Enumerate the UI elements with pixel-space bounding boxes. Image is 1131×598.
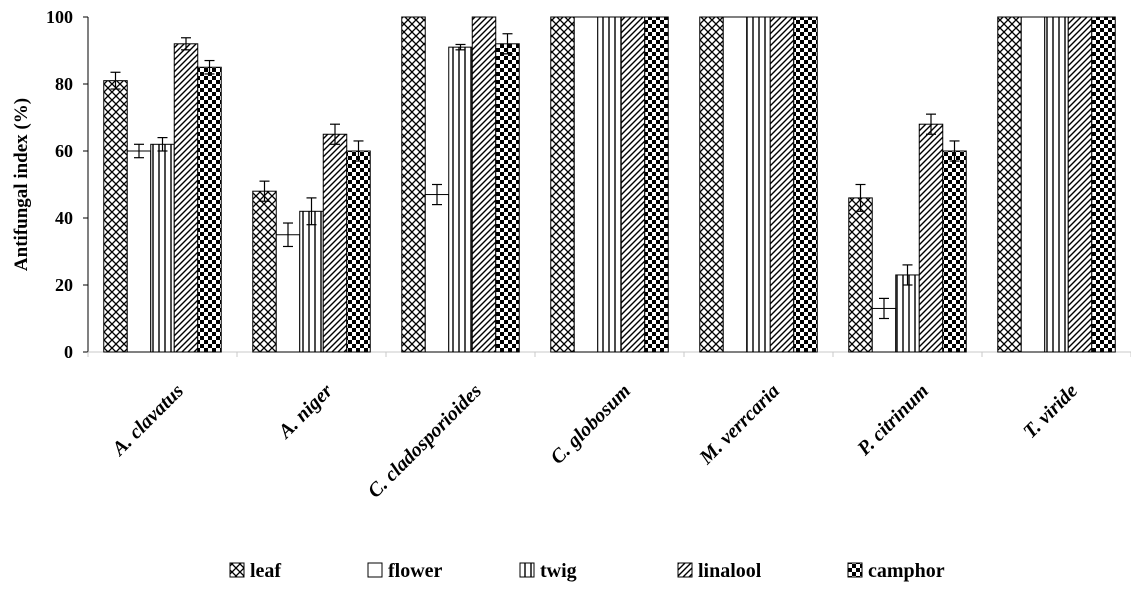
- category-label: A. niger: [273, 380, 337, 444]
- bar-leaf: [997, 16, 1022, 353]
- y-tick-label: 60: [55, 141, 73, 161]
- bar-twig: [1044, 16, 1069, 353]
- category-label: P. citrinum: [853, 380, 933, 460]
- legend-swatch-linalool: [677, 562, 693, 578]
- bar-linalool: [769, 16, 795, 353]
- y-tick-label: 40: [55, 208, 73, 228]
- bar-flower: [573, 16, 599, 353]
- bar-linalool: [471, 16, 497, 353]
- bar-twig: [597, 16, 622, 353]
- category-label: C. cladosporioides: [364, 380, 487, 503]
- bar-twig: [448, 46, 473, 353]
- bar-camphor: [495, 43, 520, 353]
- bar-camphor: [793, 16, 818, 353]
- bar-flower: [424, 194, 450, 353]
- legend-label-camphor: camphor: [868, 560, 945, 582]
- bar-twig: [299, 210, 324, 353]
- y-tick-label: 0: [64, 342, 73, 362]
- bar-leaf: [252, 190, 277, 353]
- bar-twig: [150, 143, 175, 353]
- bar-linalool: [620, 16, 646, 353]
- category-label: T. viride: [1019, 380, 1082, 443]
- bar-leaf: [848, 197, 873, 353]
- bar-linalool: [1067, 16, 1093, 353]
- category-label: A. clavatus: [107, 380, 189, 462]
- bar-leaf: [550, 16, 575, 353]
- y-tick-label: 80: [55, 74, 73, 94]
- bar-twig: [746, 16, 771, 353]
- bar-flower: [1020, 16, 1046, 353]
- bar-flower: [126, 150, 152, 353]
- y-tick-label: 20: [55, 275, 73, 295]
- bar-twig: [895, 274, 920, 353]
- bar-linalool: [918, 123, 944, 353]
- category-label: C. globosum: [546, 380, 635, 469]
- bar-linalool: [322, 133, 348, 353]
- legend-swatch-flower: [367, 562, 383, 578]
- bar-leaf: [699, 16, 724, 353]
- legend-swatch-twig: [519, 562, 535, 578]
- category-label: M. verrcaria: [695, 380, 784, 469]
- legend-label-leaf: leaf: [250, 560, 281, 582]
- bar-camphor: [197, 66, 222, 353]
- legend-label-linalool: linalool: [698, 560, 762, 582]
- legend-swatch-camphor: [847, 562, 863, 578]
- legend-label-twig: twig: [540, 560, 577, 582]
- y-tick-label: 100: [46, 7, 73, 27]
- legend-swatch-leaf: [229, 562, 245, 578]
- bar-leaf: [401, 16, 426, 353]
- bar-camphor: [942, 150, 967, 353]
- bar-camphor: [1091, 16, 1116, 353]
- bar-flower: [275, 234, 301, 353]
- bar-camphor: [346, 150, 371, 353]
- bar-camphor: [644, 16, 669, 353]
- bar-leaf: [103, 80, 128, 353]
- y-axis-label: Antifungal index (%): [11, 98, 32, 271]
- legend-label-flower: flower: [388, 560, 443, 582]
- bar-linalool: [173, 43, 199, 353]
- bar-flower: [722, 16, 748, 353]
